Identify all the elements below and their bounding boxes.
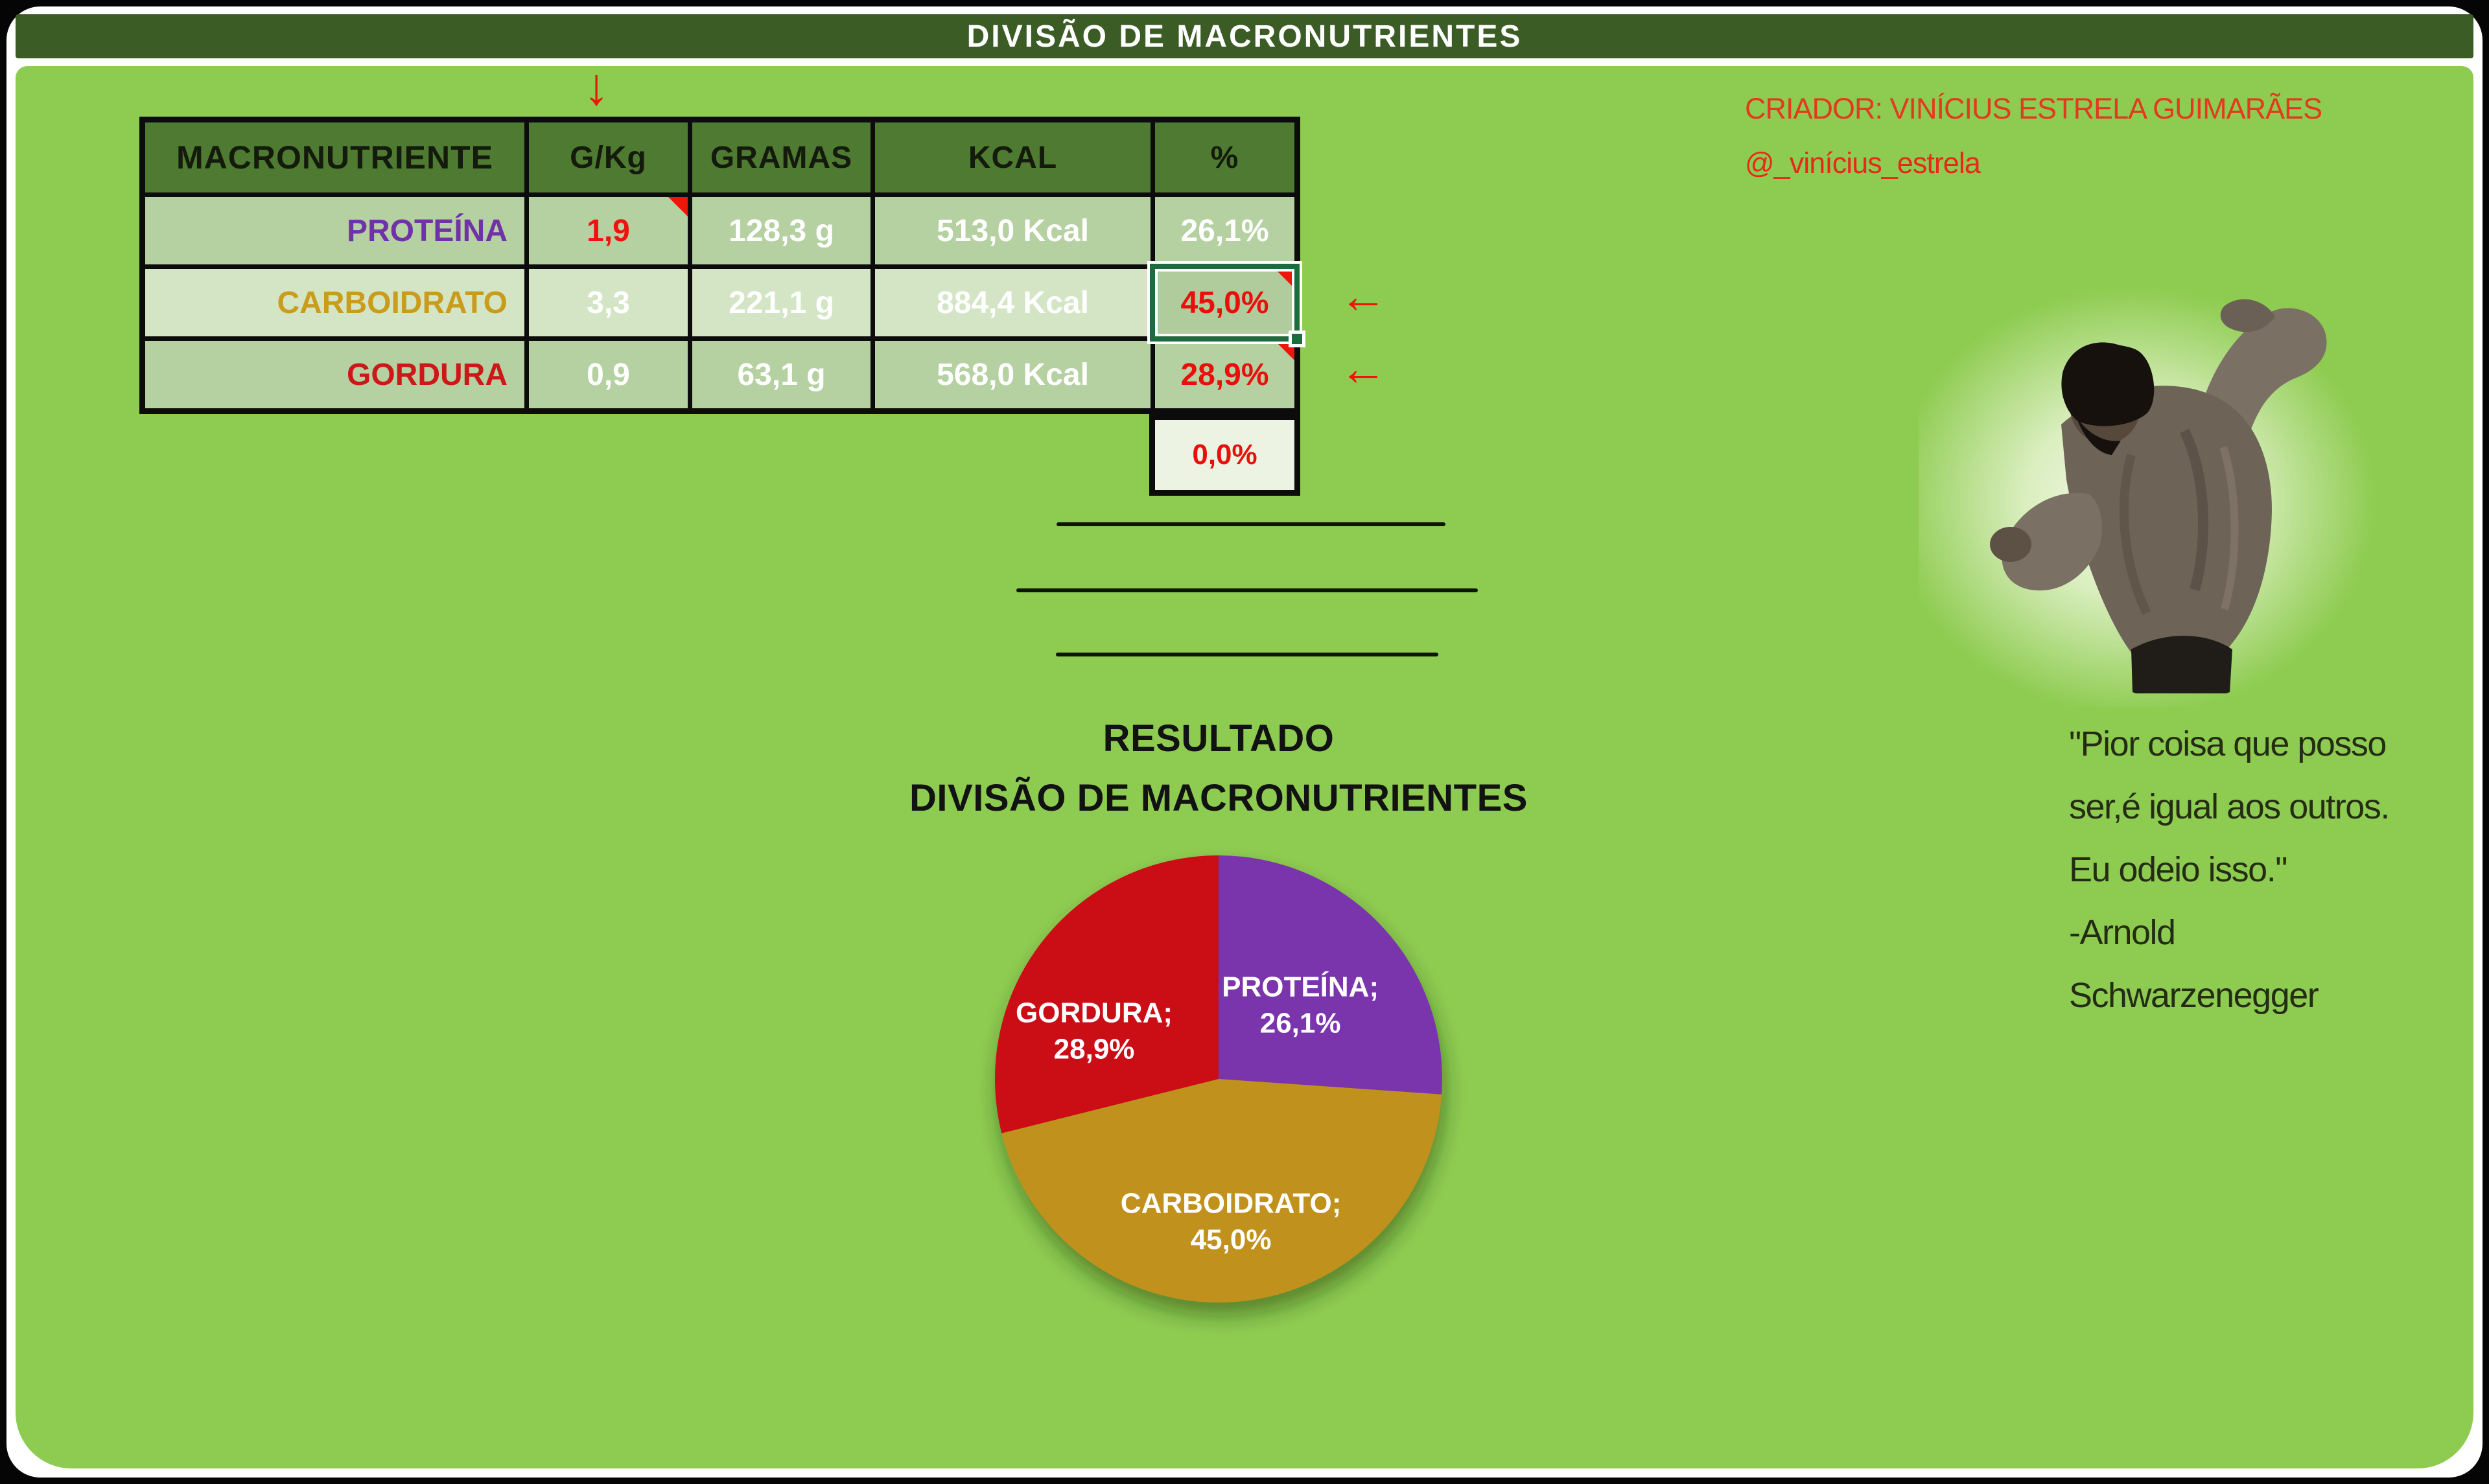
divider-line <box>1056 653 1438 656</box>
quote-line: Schwarzenegger <box>2069 976 2319 1015</box>
cell-carboidrato-gramas[interactable]: 221,1 g <box>692 269 871 336</box>
down-arrow-icon: ↓ <box>583 58 609 115</box>
cell-carboidrato-pct[interactable]: 45,0% <box>1155 269 1294 336</box>
pie-label-gordura: GORDURA; 28,9% <box>1016 997 1173 1065</box>
cell-proteína-kcal[interactable]: 513,0 Kcal <box>875 197 1151 264</box>
cell-extra-pct[interactable]: 0,0% <box>1149 414 1300 496</box>
pie-slice-proteína[interactable] <box>1219 855 1442 1095</box>
column-header-gkg[interactable]: G/Kg <box>529 122 688 192</box>
pie-chart-svg: PROTEÍNA; 26,1% CARBOIDRATO; 45,0% GORDURA; 2… <box>995 855 1442 1303</box>
column-header-pct[interactable]: % <box>1155 122 1294 192</box>
comment-indicator <box>1275 341 1294 360</box>
comment-indicator <box>668 197 688 216</box>
pie-slice-gordura[interactable] <box>995 855 1219 1133</box>
cell-gordura-pct[interactable]: 28,9% <box>1155 341 1294 408</box>
cell-gordura-kcal[interactable]: 568,0 Kcal <box>875 341 1151 408</box>
cell-carboidrato-gkg[interactable]: 3,3 <box>529 269 688 336</box>
macro-table: MACRONUTRIENTE G/Kg GRAMAS KCAL% PROTEÍNA 1,9… <box>139 117 1300 414</box>
cell-gordura-gkg[interactable]: 0,9 <box>529 341 688 408</box>
left-arrow-icon: ← <box>1339 342 1387 395</box>
creator-handle[interactable]: @_vinícius_estrela <box>1745 146 1981 180</box>
pie-label-proteína: PROTEÍNA; 26,1% <box>1222 970 1379 1039</box>
cell-carboidrato-name[interactable]: CARBOIDRATO <box>145 269 524 336</box>
column-header-gramas[interactable]: GRAMAS <box>692 122 871 192</box>
chart-title-line1: RESULTADO <box>1103 717 1335 759</box>
comment-indicator <box>1275 269 1294 288</box>
column-header-name[interactable]: MACRONUTRIENTE <box>145 122 524 192</box>
left-arrow-icon: ← <box>1339 269 1387 323</box>
creator-label: CRIADOR: VINÍCIUS ESTRELA GUIMARÃES <box>1745 92 2322 125</box>
cell-proteína-pct[interactable]: 26,1% <box>1155 197 1294 264</box>
cell-gordura-gramas[interactable]: 63,1 g <box>692 341 871 408</box>
pie-slice-carboidrato[interactable] <box>1001 1079 1442 1303</box>
pie-label-carboidrato: CARBOIDRATO; 45,0% <box>1121 1188 1342 1256</box>
cell-carboidrato-kcal[interactable]: 884,4 Kcal <box>875 269 1151 336</box>
cell-proteína-name[interactable]: PROTEÍNA <box>145 197 524 264</box>
divider-line <box>1016 588 1478 592</box>
bodybuilder-image <box>1990 299 2327 693</box>
quote-line: "Pior coisa que posso <box>2069 725 2387 763</box>
quote-text: "Pior coisa que posso ser,é igual aos out… <box>2069 713 2458 1027</box>
quote-line: -Arnold <box>2069 913 2176 952</box>
column-header-kcal[interactable]: KCAL <box>875 122 1151 192</box>
title-band: DIVISÃO DE MACRONUTRIENTES <box>16 14 2473 58</box>
page-title: DIVISÃO DE MACRONUTRIENTES <box>966 19 1523 54</box>
pie-chart[interactable]: PROTEÍNA; 26,1% CARBOIDRATO; 45,0% GORDURA; 2… <box>946 807 1491 1351</box>
cell-proteína-gramas[interactable]: 128,3 g <box>692 197 871 264</box>
divider-line <box>1057 522 1445 526</box>
quote-line: ser,é igual aos outros. <box>2069 787 2390 826</box>
quote-line: Eu odeio isso." <box>2069 850 2287 889</box>
cell-proteína-gkg[interactable]: 1,9 <box>529 197 688 264</box>
chart-title-line2: DIVISÃO DE MACRONUTRIENTES <box>909 777 1528 819</box>
cell-gordura-name[interactable]: GORDURA <box>145 341 524 408</box>
